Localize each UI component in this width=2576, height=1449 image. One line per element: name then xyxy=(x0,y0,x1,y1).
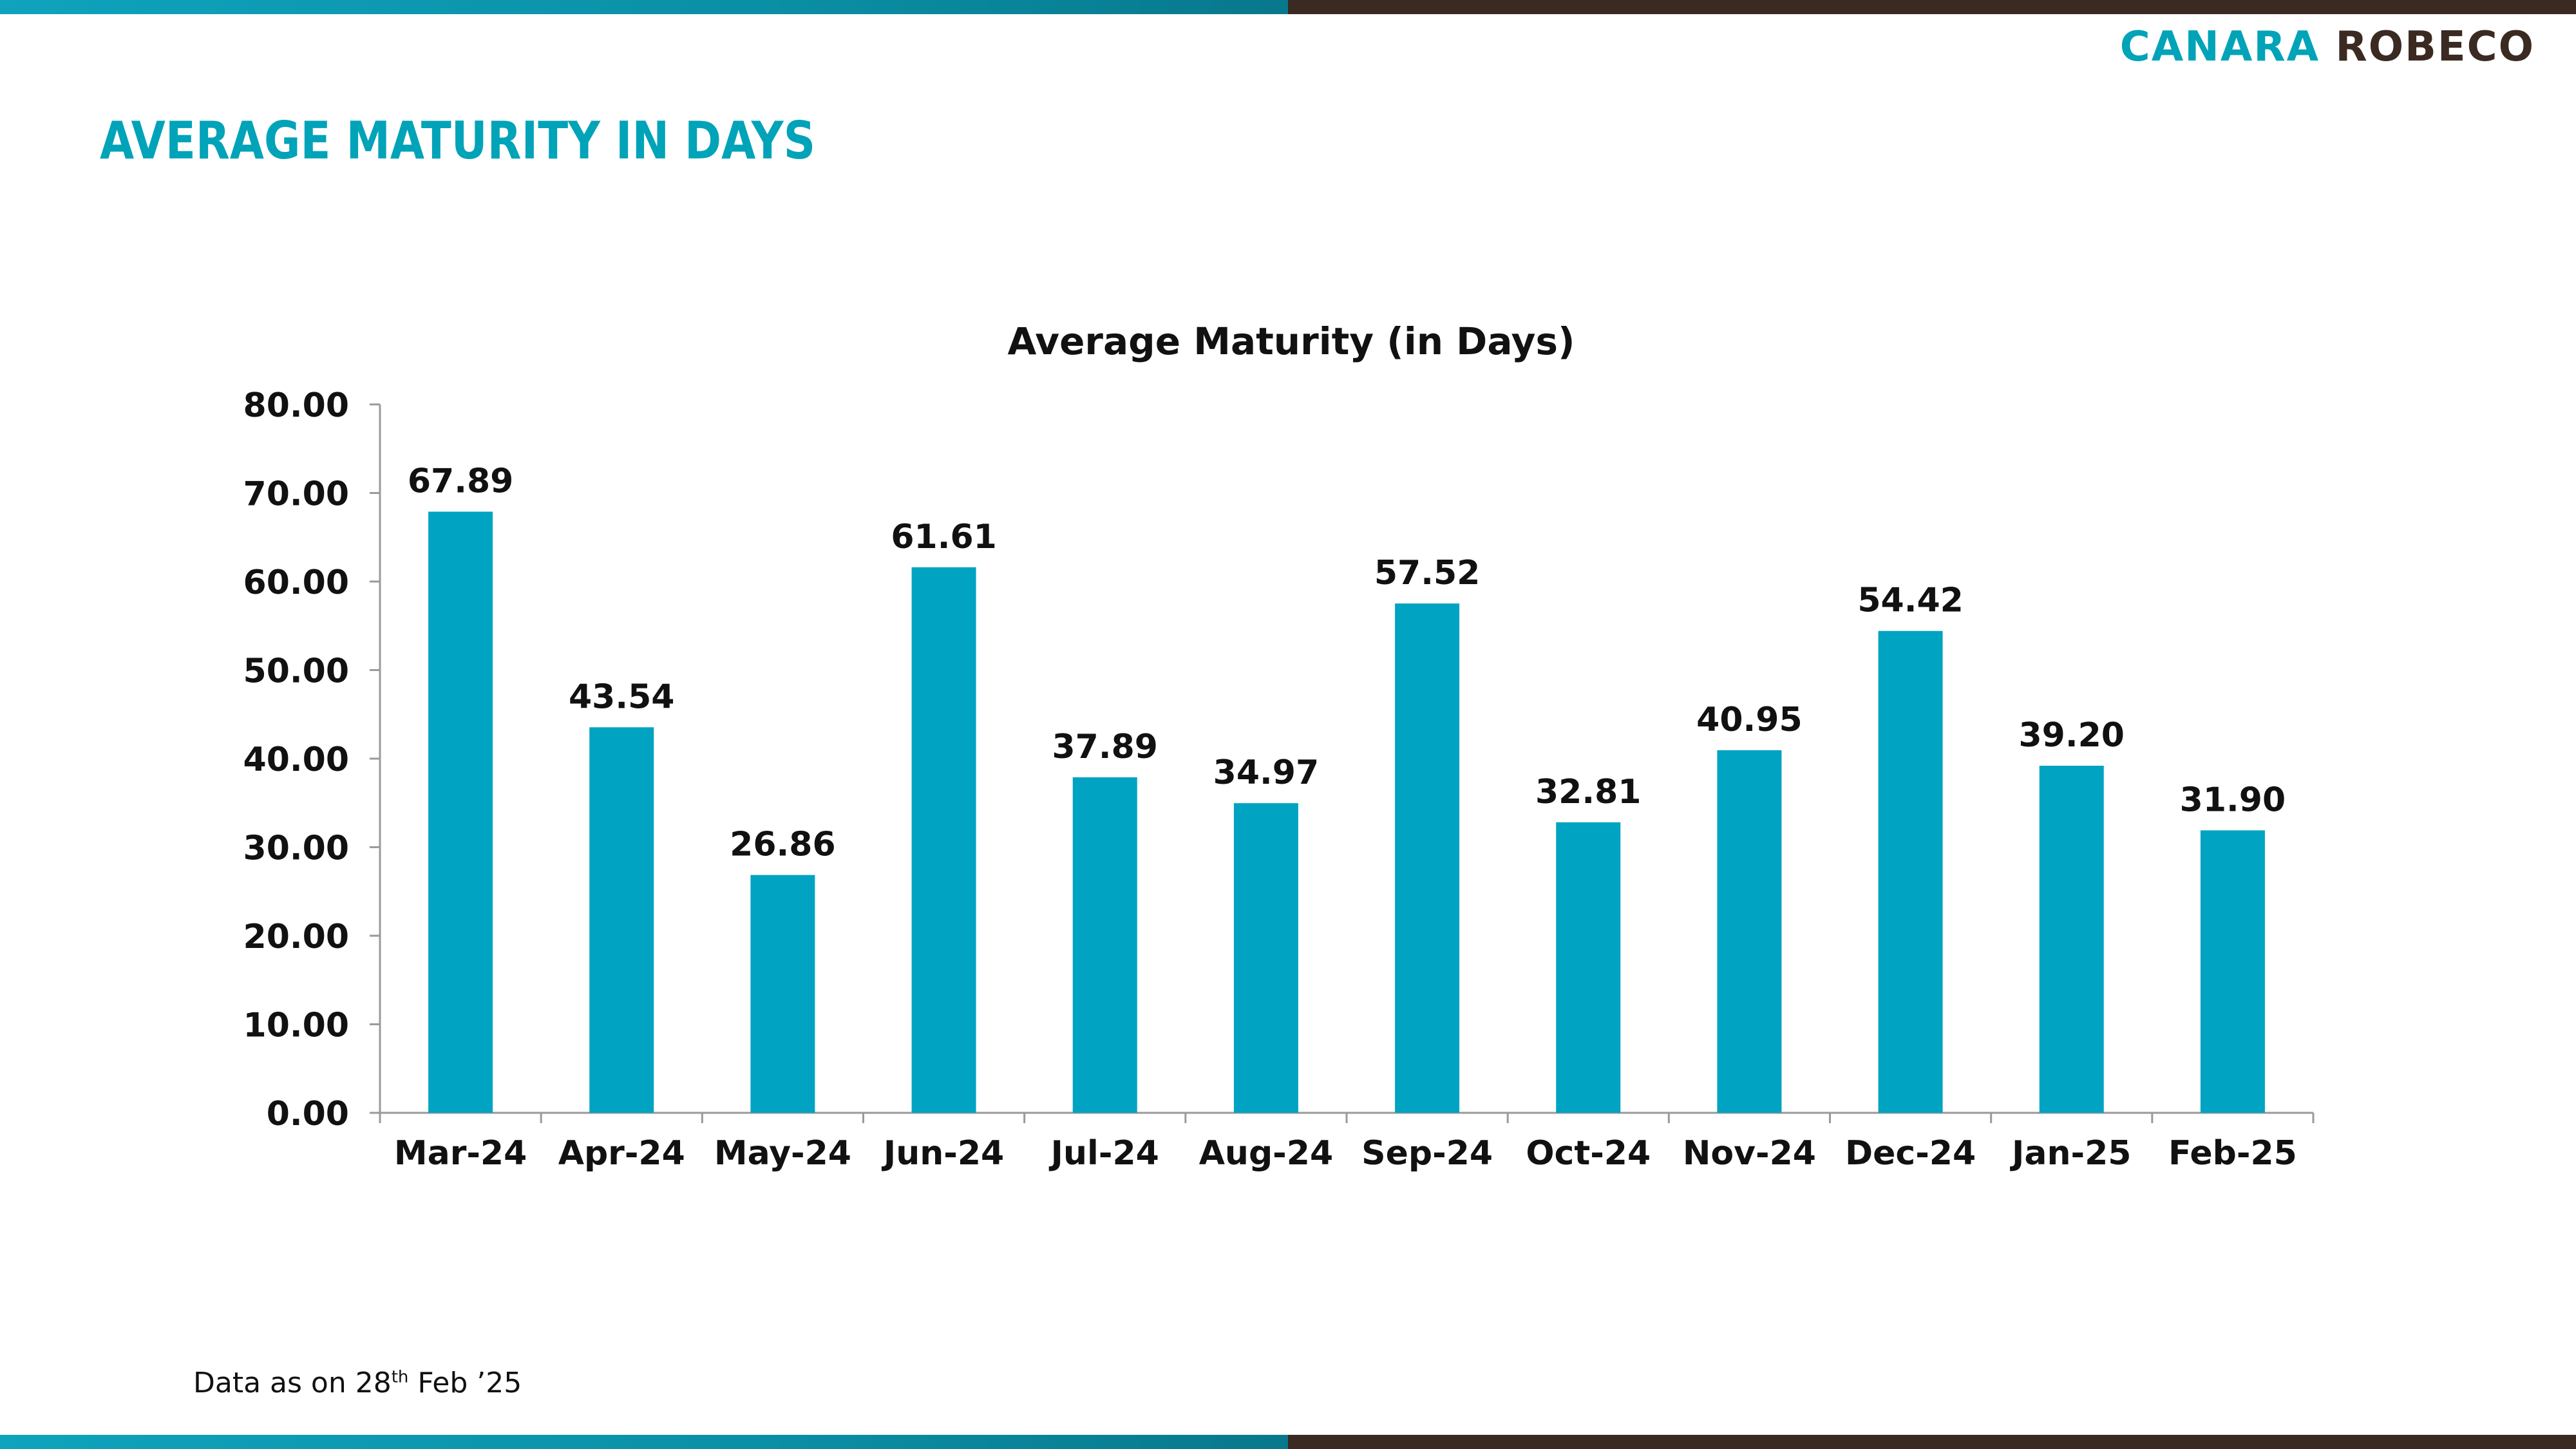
data-label-sep-24: 57.52 xyxy=(1374,554,1480,592)
x-tick-label-apr-24: Apr-24 xyxy=(558,1134,685,1173)
x-tick-label-aug-24: Aug-24 xyxy=(1199,1134,1333,1173)
x-tick-label-mar-24: Mar-24 xyxy=(394,1134,527,1173)
bar-feb-25 xyxy=(2200,830,2265,1113)
bottom-band-teal xyxy=(0,1435,1288,1449)
bar-jun-24 xyxy=(911,567,976,1113)
bar-may-24 xyxy=(750,875,815,1113)
x-tick-label-jun-24: Jun-24 xyxy=(882,1134,1004,1173)
x-tick-label-jul-24: Jul-24 xyxy=(1049,1134,1159,1173)
y-tick-label: 70.00 xyxy=(243,475,349,514)
data-label-nov-24: 40.95 xyxy=(1696,701,1802,739)
top-accent-band xyxy=(0,0,2576,14)
data-label-oct-24: 32.81 xyxy=(1535,773,1641,811)
data-label-aug-24: 34.97 xyxy=(1213,753,1319,792)
bar-nov-24 xyxy=(1717,750,1782,1113)
note-prefix: Data as on 28 xyxy=(193,1367,392,1399)
y-tick-label: 80.00 xyxy=(243,386,349,425)
y-tick-label: 50.00 xyxy=(243,652,349,691)
note-superscript: th xyxy=(391,1367,409,1387)
y-tick-label: 10.00 xyxy=(243,1007,349,1045)
bar-aug-24 xyxy=(1233,803,1298,1113)
chart-title: Average Maturity (in Days) xyxy=(1007,319,1575,363)
logo-part-robeco: ROBECO xyxy=(2335,23,2535,71)
x-tick-label-jan-25: Jan-25 xyxy=(2010,1134,2131,1173)
data-label-apr-24: 43.54 xyxy=(569,677,674,716)
bar-jan-25 xyxy=(2039,766,2104,1113)
bar-dec-24 xyxy=(1878,630,1943,1113)
x-tick-label-may-24: May-24 xyxy=(714,1134,851,1173)
top-band-teal xyxy=(0,0,1288,14)
x-tick-label-oct-24: Oct-24 xyxy=(1526,1134,1651,1173)
data-label-jan-25: 39.20 xyxy=(2019,716,2125,755)
logo-part-canara: CANARA xyxy=(2119,23,2320,71)
data-label-dec-24: 54.42 xyxy=(1857,582,1963,620)
bar-oct-24 xyxy=(1556,822,1621,1113)
bar-jul-24 xyxy=(1072,777,1137,1113)
data-label-jun-24: 61.61 xyxy=(891,518,996,556)
bottom-accent-band xyxy=(0,1435,2576,1449)
x-tick-label-feb-25: Feb-25 xyxy=(2168,1134,2297,1173)
y-axis: 0.00 10.00 20.00 30.00 40.00 50.00 60.00 70.00 8… xyxy=(243,386,381,1133)
x-tick-label-nov-24: Nov-24 xyxy=(1683,1134,1816,1173)
bar-mar-24 xyxy=(428,511,493,1113)
data-labels-group: 67.89 43.54 26.86 61.61 37.89 34.97 57.52 32.81… xyxy=(408,462,2286,864)
canara-robeco-logo: CANARA ROBECO xyxy=(2120,23,2535,71)
x-tick-label-dec-24: Dec-24 xyxy=(1845,1134,1976,1173)
y-tick-label: 40.00 xyxy=(243,741,349,779)
top-band-brown xyxy=(1288,0,2576,14)
data-label-may-24: 26.86 xyxy=(730,826,835,864)
bar-apr-24 xyxy=(589,727,654,1113)
page-title: AVERAGE MATURITY IN DAYS xyxy=(100,111,816,171)
note-suffix: Feb ’25 xyxy=(408,1367,522,1399)
x-axis: Mar-24 Apr-24 May-24 Jun-24 Jul-24 Aug-24 Sep-… xyxy=(379,1112,2315,1173)
data-label-jul-24: 37.89 xyxy=(1052,728,1158,766)
y-tick-label: 30.00 xyxy=(243,829,349,868)
data-label-feb-25: 31.90 xyxy=(2180,781,2286,819)
data-label-mar-24: 67.89 xyxy=(408,462,513,501)
data-as-on-note: Data as on 28th Feb ’25 xyxy=(193,1367,522,1399)
bar-sep-24 xyxy=(1395,603,1460,1113)
bars-group xyxy=(428,511,2265,1113)
y-tick-label: 20.00 xyxy=(243,918,349,956)
x-tick-label-sep-24: Sep-24 xyxy=(1361,1134,1493,1173)
y-tick-label: 0.00 xyxy=(267,1095,349,1133)
bottom-band-brown xyxy=(1288,1435,2576,1449)
y-tick-label: 60.00 xyxy=(243,564,349,602)
